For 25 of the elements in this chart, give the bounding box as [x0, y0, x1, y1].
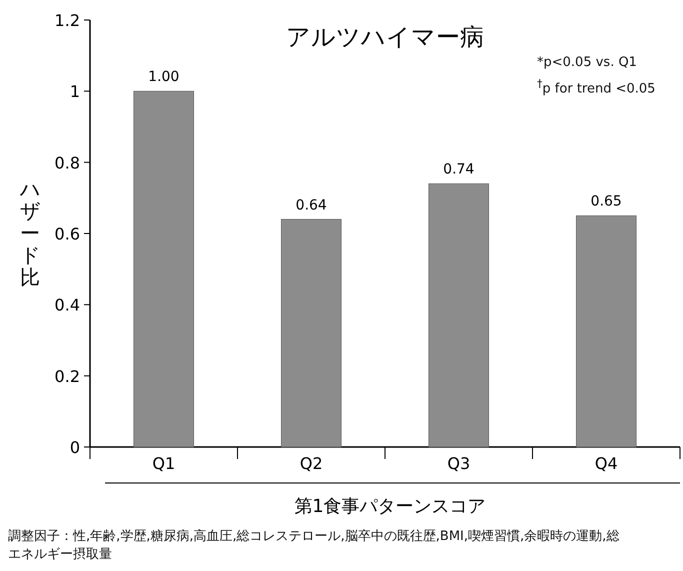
bar [576, 215, 636, 448]
bar [428, 183, 489, 448]
y-tick-label: 0.6 [54, 224, 80, 244]
x-tick-label: Q2 [300, 454, 323, 473]
data-label: 0.64 [296, 197, 327, 214]
x-axis-title: 第1食事パターンスコア [294, 496, 486, 517]
x-tick-label: Q3 [447, 454, 470, 473]
y-tick-label: 0 [70, 438, 80, 457]
data-label: 1.00 [148, 69, 180, 86]
bar [281, 219, 342, 448]
x-tick-label: Q4 [594, 454, 618, 473]
y-tick-label: 1.2 [54, 11, 80, 30]
y-tick-label: 0.4 [54, 296, 80, 315]
chart-title: アルツハイマー病 [286, 23, 484, 51]
y-tick-label: 1 [70, 82, 80, 102]
y-axis-title: ハザード比 [19, 177, 40, 289]
data-label: 0.65 [590, 194, 622, 210]
annotation: $^{†}$p for trend <0.05 [537, 77, 656, 96]
annotation: *p<0.05 vs. Q1 [537, 55, 637, 70]
data-label: 0.74 [443, 162, 474, 178]
y-tick-label: 0.8 [54, 153, 80, 172]
x-tick-label: Q1 [152, 454, 176, 473]
bar [134, 90, 194, 448]
text: 調整因子：性,年齢,学歴,糖尿病,高血圧,総コレステロール,脳卒中の既往歴,BMI,喫煙習慣,余暇時の運動,総エネルギー摂取量 [8, 528, 620, 564]
y-tick-label: 0.2 [54, 366, 80, 386]
